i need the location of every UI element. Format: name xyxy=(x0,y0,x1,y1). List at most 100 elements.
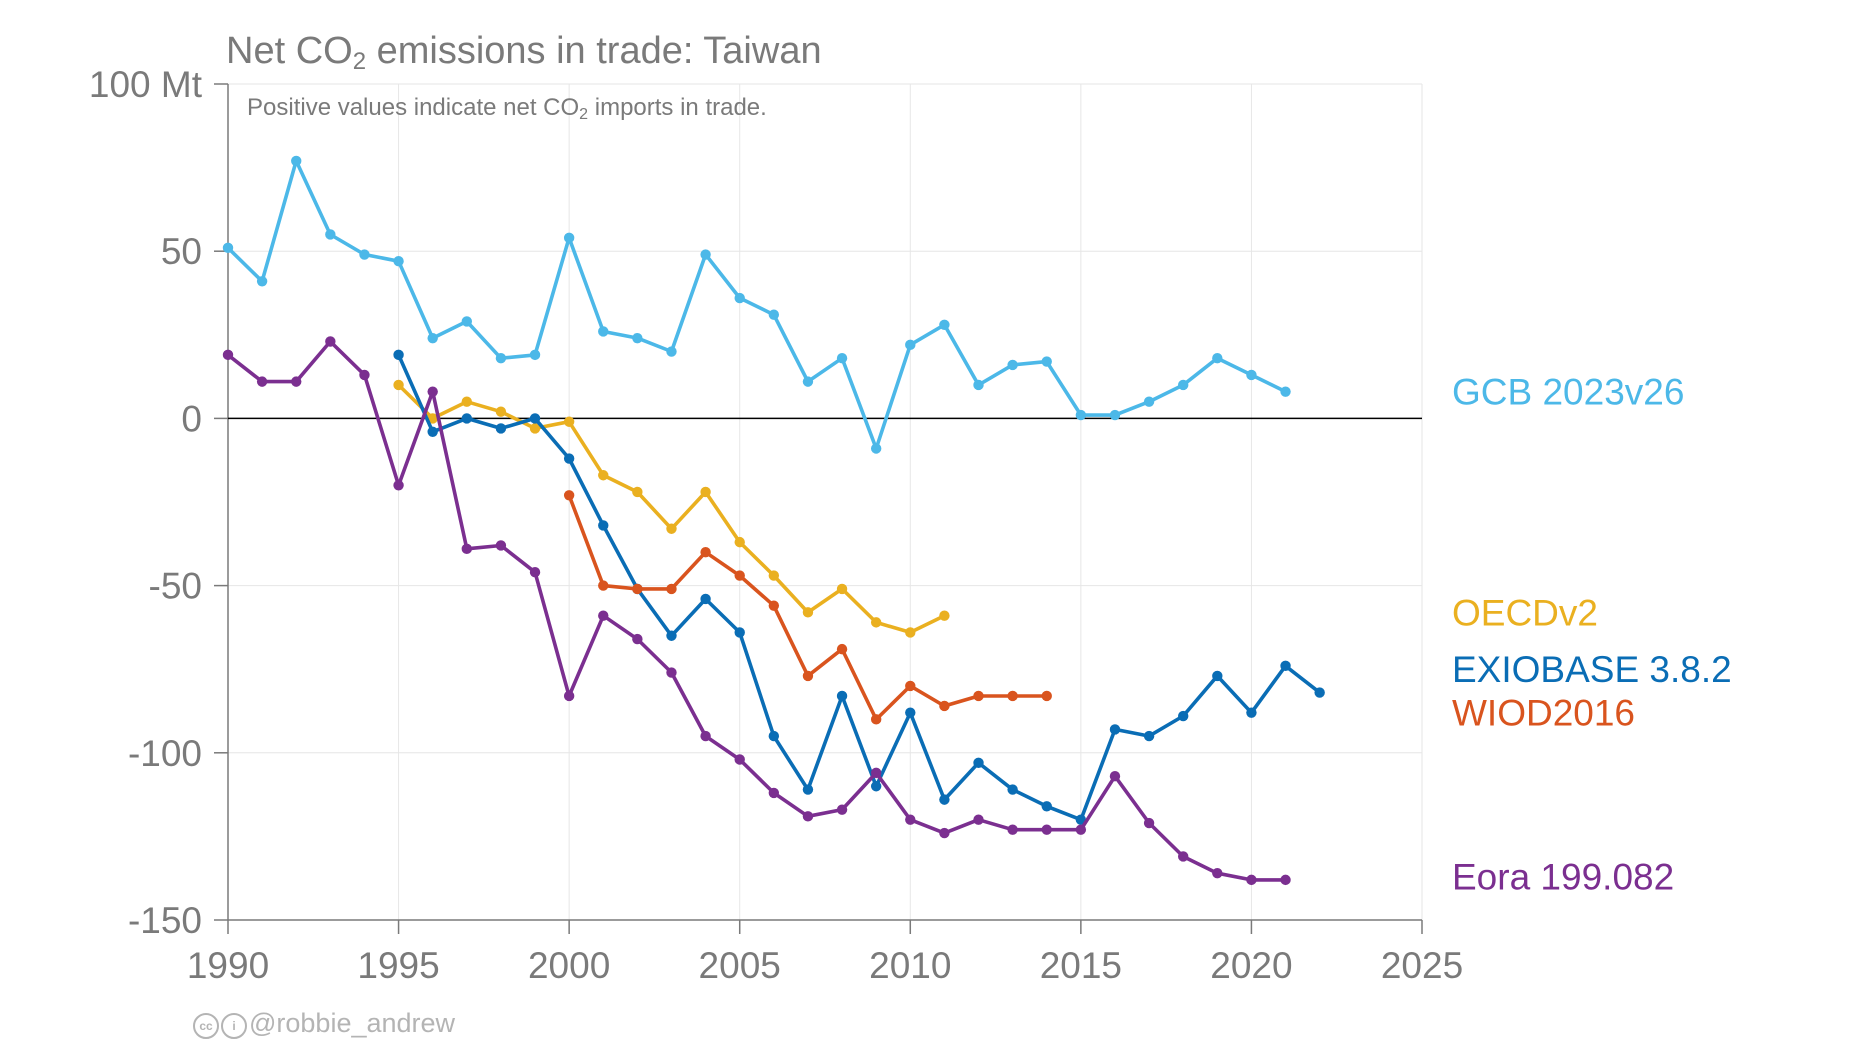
data-point xyxy=(1212,353,1223,364)
data-point xyxy=(393,379,404,391)
data-point xyxy=(1075,409,1087,421)
data-point xyxy=(973,757,984,769)
data-point xyxy=(836,583,848,595)
data-point xyxy=(836,690,848,702)
cc-license-icon: cc xyxy=(193,1013,219,1039)
y-tick-label: 0 xyxy=(181,398,202,439)
series xyxy=(222,155,1325,886)
data-point xyxy=(359,369,370,381)
data-point xyxy=(495,540,507,551)
series-oecdv2 xyxy=(393,379,950,638)
series-label: EXIOBASE 3.8.2 xyxy=(1452,649,1732,690)
x-tick-label: 1990 xyxy=(187,945,269,986)
data-point xyxy=(1212,670,1223,682)
data-point xyxy=(1075,814,1087,825)
data-point xyxy=(802,811,814,822)
data-point xyxy=(666,630,677,641)
data-point xyxy=(1007,784,1018,795)
data-point xyxy=(563,232,575,244)
y-tick-label: -150 xyxy=(128,900,202,941)
data-point xyxy=(1280,874,1291,886)
data-point xyxy=(461,396,472,407)
x-tick-label: 2015 xyxy=(1040,945,1122,986)
data-point xyxy=(393,480,404,491)
data-point xyxy=(768,570,780,581)
data-point xyxy=(700,730,711,742)
data-point xyxy=(427,426,438,437)
series-line xyxy=(226,339,1288,882)
data-point xyxy=(905,707,916,718)
data-point xyxy=(598,326,609,337)
data-point xyxy=(1178,379,1189,391)
data-point xyxy=(393,256,404,267)
data-point xyxy=(836,804,848,815)
data-point xyxy=(598,520,609,531)
data-point xyxy=(1246,874,1257,886)
data-point xyxy=(905,339,916,351)
data-point xyxy=(939,827,950,839)
data-point xyxy=(666,583,677,595)
data-point xyxy=(529,423,541,434)
data-point xyxy=(1041,824,1052,835)
data-point xyxy=(598,470,609,481)
x-tick-label: 2020 xyxy=(1210,945,1292,986)
data-point xyxy=(973,814,984,825)
data-point xyxy=(939,610,950,621)
x-tick-label: 2010 xyxy=(869,945,951,986)
credit: cc i @robbie_andrew xyxy=(193,1008,455,1039)
data-point xyxy=(905,814,916,825)
x-tick-label: 2005 xyxy=(699,945,781,986)
x-tick-label: 2025 xyxy=(1381,945,1463,986)
data-point xyxy=(461,413,472,424)
data-point xyxy=(768,730,780,742)
data-point xyxy=(461,543,472,555)
series-label: OECDv2 xyxy=(1452,592,1598,633)
data-point xyxy=(939,794,950,805)
data-point xyxy=(870,443,882,454)
data-point xyxy=(734,627,745,638)
data-point xyxy=(802,784,814,795)
data-point xyxy=(734,292,745,304)
data-point xyxy=(768,309,780,320)
data-point xyxy=(1143,730,1155,742)
data-point xyxy=(598,580,609,591)
x-tick-label: 1995 xyxy=(357,945,439,986)
data-point xyxy=(802,607,814,618)
data-point xyxy=(700,546,711,558)
data-point xyxy=(393,349,404,361)
y-tick-label: -100 xyxy=(128,733,202,774)
data-point xyxy=(1109,724,1121,735)
data-point xyxy=(529,413,541,424)
data-point xyxy=(598,610,609,621)
data-point xyxy=(529,567,541,578)
series-line xyxy=(396,353,1322,822)
data-point xyxy=(1143,396,1155,407)
data-point xyxy=(563,490,575,501)
series-gcb-2023v26 xyxy=(222,155,1291,454)
data-point xyxy=(836,643,848,655)
y-tick-label: 50 xyxy=(161,231,202,272)
data-point xyxy=(870,714,882,725)
data-point xyxy=(1280,660,1291,672)
data-point xyxy=(700,593,711,605)
data-point xyxy=(563,690,575,702)
data-point xyxy=(973,379,984,391)
data-point xyxy=(1041,690,1052,702)
data-point xyxy=(1246,369,1257,381)
data-point xyxy=(222,242,234,254)
data-point xyxy=(1212,867,1223,879)
data-point xyxy=(1041,356,1052,367)
data-point xyxy=(222,349,234,361)
data-point xyxy=(461,316,472,327)
series-eora-199-082 xyxy=(222,336,1291,886)
data-point xyxy=(1314,687,1325,698)
series-label: WIOD2016 xyxy=(1452,693,1635,734)
data-point xyxy=(291,155,302,167)
y-tick-label: -50 xyxy=(149,566,202,607)
data-point xyxy=(768,787,780,799)
data-point xyxy=(632,633,643,645)
data-point xyxy=(495,423,507,434)
data-point xyxy=(1007,690,1018,702)
series-label: GCB 2023v26 xyxy=(1452,372,1684,413)
